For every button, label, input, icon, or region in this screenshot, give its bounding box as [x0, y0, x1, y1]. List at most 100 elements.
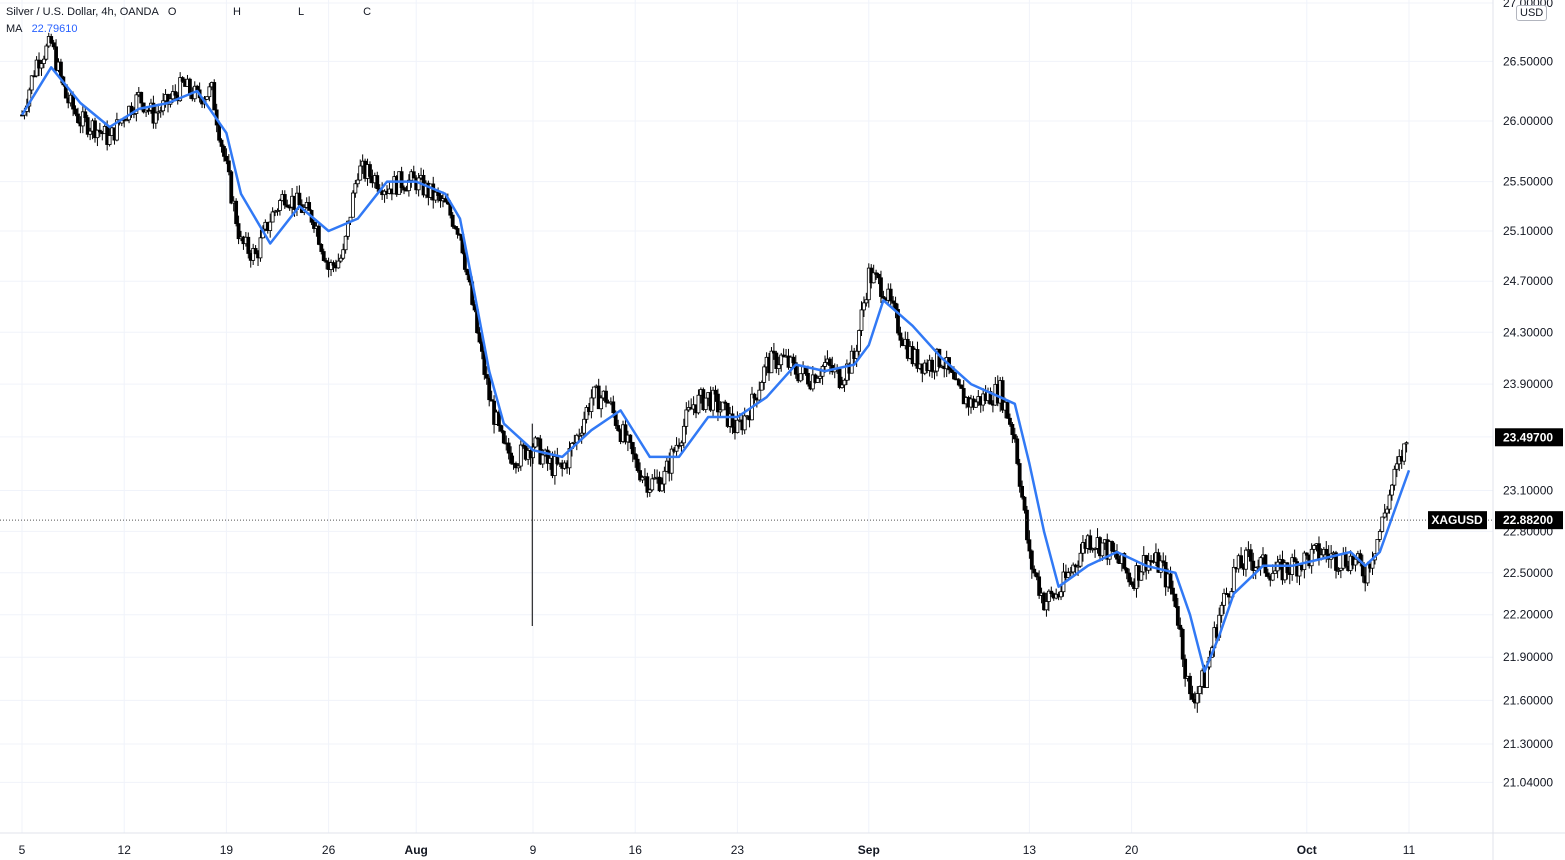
candle-body	[509, 452, 514, 464]
candle-body	[949, 369, 954, 373]
candle-body	[450, 214, 455, 227]
candle-body	[97, 129, 102, 133]
x-tick-label: 19	[220, 843, 234, 857]
candle-body	[1078, 552, 1083, 567]
candle-body	[1027, 539, 1032, 552]
candle-body	[879, 277, 883, 297]
candle-body	[779, 354, 784, 366]
candle-body	[226, 160, 231, 173]
y-tick-label: 22.50000	[1503, 566, 1553, 580]
x-tick-label: 26	[322, 843, 336, 857]
crosshair-price-label: 22.88200	[1503, 513, 1553, 527]
candle-body	[443, 198, 448, 203]
candle-body	[195, 85, 200, 91]
candle-body	[321, 251, 326, 262]
candle-body	[95, 129, 100, 139]
candle-body	[898, 332, 903, 341]
candle-body	[343, 235, 348, 251]
candle-body	[669, 448, 674, 474]
x-tick-label: 12	[118, 843, 132, 857]
candle-body	[358, 165, 363, 181]
candle-body	[499, 425, 504, 432]
candle-body	[445, 201, 450, 205]
candle-body	[684, 409, 689, 427]
candle-body	[932, 370, 937, 373]
candle-body	[679, 442, 684, 446]
candle-body	[956, 379, 961, 386]
candle-body	[630, 442, 635, 455]
candle-body	[1093, 548, 1097, 550]
candle-body	[857, 330, 861, 352]
candle-body	[1222, 592, 1226, 606]
candle-body	[1015, 438, 1020, 464]
candle-body	[837, 368, 842, 388]
candle-body	[514, 463, 518, 469]
candle-body	[487, 377, 492, 401]
crosshair-symbol-label: XAGUSD	[1431, 513, 1483, 527]
candle-body	[1049, 590, 1054, 594]
candle-body	[645, 476, 650, 493]
candle-body	[842, 379, 847, 386]
candle-body	[540, 454, 545, 465]
x-tick-label: 13	[1023, 843, 1037, 857]
y-tick-label: 25.10000	[1503, 224, 1553, 238]
candle-body	[115, 119, 119, 141]
ma-value: 22.79610	[31, 23, 78, 35]
candle-body	[329, 262, 333, 270]
candle-body	[1239, 555, 1243, 569]
candle-body	[217, 124, 222, 141]
candle-body	[757, 389, 762, 401]
candle-body	[531, 446, 535, 459]
candle-body	[355, 179, 360, 185]
candle-body	[1312, 545, 1316, 550]
x-tick-label: 5	[19, 843, 26, 857]
candle-body	[346, 220, 350, 237]
y-tick-label: 23.10000	[1503, 484, 1553, 498]
candle-body	[1127, 572, 1132, 583]
candle-body	[258, 237, 263, 259]
candle-body	[1037, 576, 1042, 596]
ohlc-key-open: O	[167, 6, 177, 18]
legend-row-ma[interactable]: MA 22.79610	[6, 21, 425, 38]
y-tick-label: 25.50000	[1503, 175, 1553, 189]
currency-button[interactable]: USD	[1516, 5, 1548, 21]
candle-body	[759, 382, 764, 391]
candle-body	[85, 117, 90, 135]
candle-body	[146, 109, 151, 112]
candle-body	[375, 175, 380, 190]
candle-body	[1263, 554, 1268, 574]
candle-body	[1402, 443, 1407, 462]
candle-body	[1394, 463, 1399, 470]
candle-body	[718, 409, 723, 413]
candle-body	[29, 75, 34, 91]
candle-body	[959, 384, 964, 389]
y-tick-label: 21.30000	[1503, 737, 1553, 751]
candle-body	[1392, 468, 1397, 486]
candle-body	[1390, 484, 1394, 496]
x-tick-label: 16	[629, 843, 643, 857]
candle-body	[285, 204, 290, 208]
candle-body	[604, 390, 608, 403]
candle-body	[674, 444, 679, 452]
candle-body	[173, 91, 178, 96]
candle-body	[579, 432, 584, 436]
candle-body	[1385, 508, 1389, 514]
candle-body	[823, 362, 827, 367]
ohlc-key-close: C	[363, 6, 372, 18]
candle-body	[742, 415, 747, 431]
candle-body	[282, 194, 287, 206]
candle-body	[1178, 624, 1183, 630]
candle-body	[180, 77, 185, 82]
candle-body	[477, 332, 482, 343]
ohlc-key-low: L	[298, 6, 305, 18]
candle-body	[93, 120, 97, 139]
candle-body	[462, 252, 467, 270]
candle-body	[818, 375, 823, 379]
candle-body	[752, 393, 757, 399]
y-tick-label: 21.04000	[1503, 775, 1553, 789]
candle-body	[438, 195, 443, 202]
candle-body	[212, 82, 217, 111]
candle-body	[161, 100, 166, 112]
candle-body	[331, 262, 336, 266]
